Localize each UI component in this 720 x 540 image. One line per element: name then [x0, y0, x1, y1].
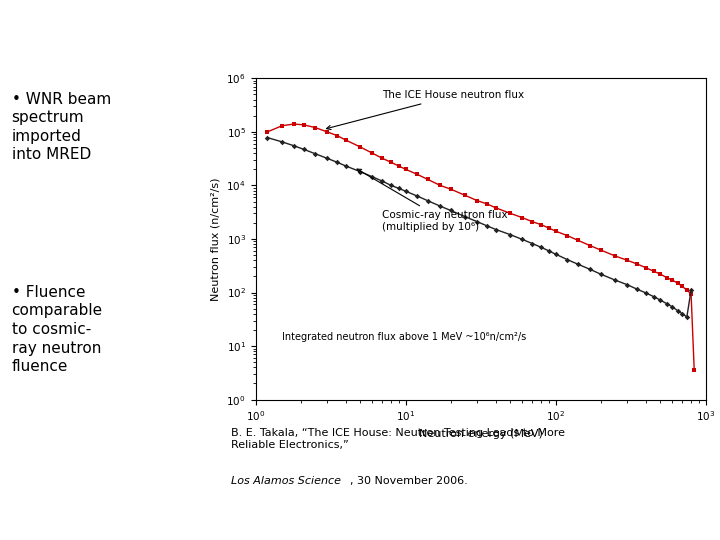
Text: V: V	[659, 19, 680, 48]
Text: , 30 November 2006.: , 30 November 2006.	[350, 476, 467, 486]
Text: VANDERBILT: VANDERBILT	[646, 53, 693, 62]
X-axis label: Neutron energy (MeV): Neutron energy (MeV)	[418, 429, 543, 438]
Text: Integrated neutron flux above 1 MeV ~10⁶n/cm²/s: Integrated neutron flux above 1 MeV ~10⁶…	[282, 332, 526, 342]
Text: • WNR beam
spectrum
imported
into MRED: • WNR beam spectrum imported into MRED	[12, 92, 111, 163]
Text: Los Alamos Science: Los Alamos Science	[231, 476, 341, 486]
Text: LANL neutron beam: LANL neutron beam	[14, 18, 387, 52]
Text: alan.tipton@vanderbilt.edu: alan.tipton@vanderbilt.edu	[274, 513, 446, 526]
Text: B. E. Takala, “The ICE House: Neutron Testing Leads to More
Reliable Electronics: B. E. Takala, “The ICE House: Neutron Te…	[231, 428, 565, 450]
Y-axis label: Neutron flux (n/cm²/s): Neutron flux (n/cm²/s)	[211, 177, 221, 301]
Text: 10: 10	[678, 512, 698, 527]
Text: Cosmic-ray neutron flux
(multiplied by 10⁶): Cosmic-ray neutron flux (multiplied by 1…	[357, 169, 508, 232]
Text: MURI 2007: MURI 2007	[14, 513, 90, 526]
Text: The ICE House neutron flux: The ICE House neutron flux	[327, 91, 524, 130]
Text: • Fluence
comparable
to cosmic-
ray neutron
fluence: • Fluence comparable to cosmic- ray neut…	[12, 285, 103, 374]
